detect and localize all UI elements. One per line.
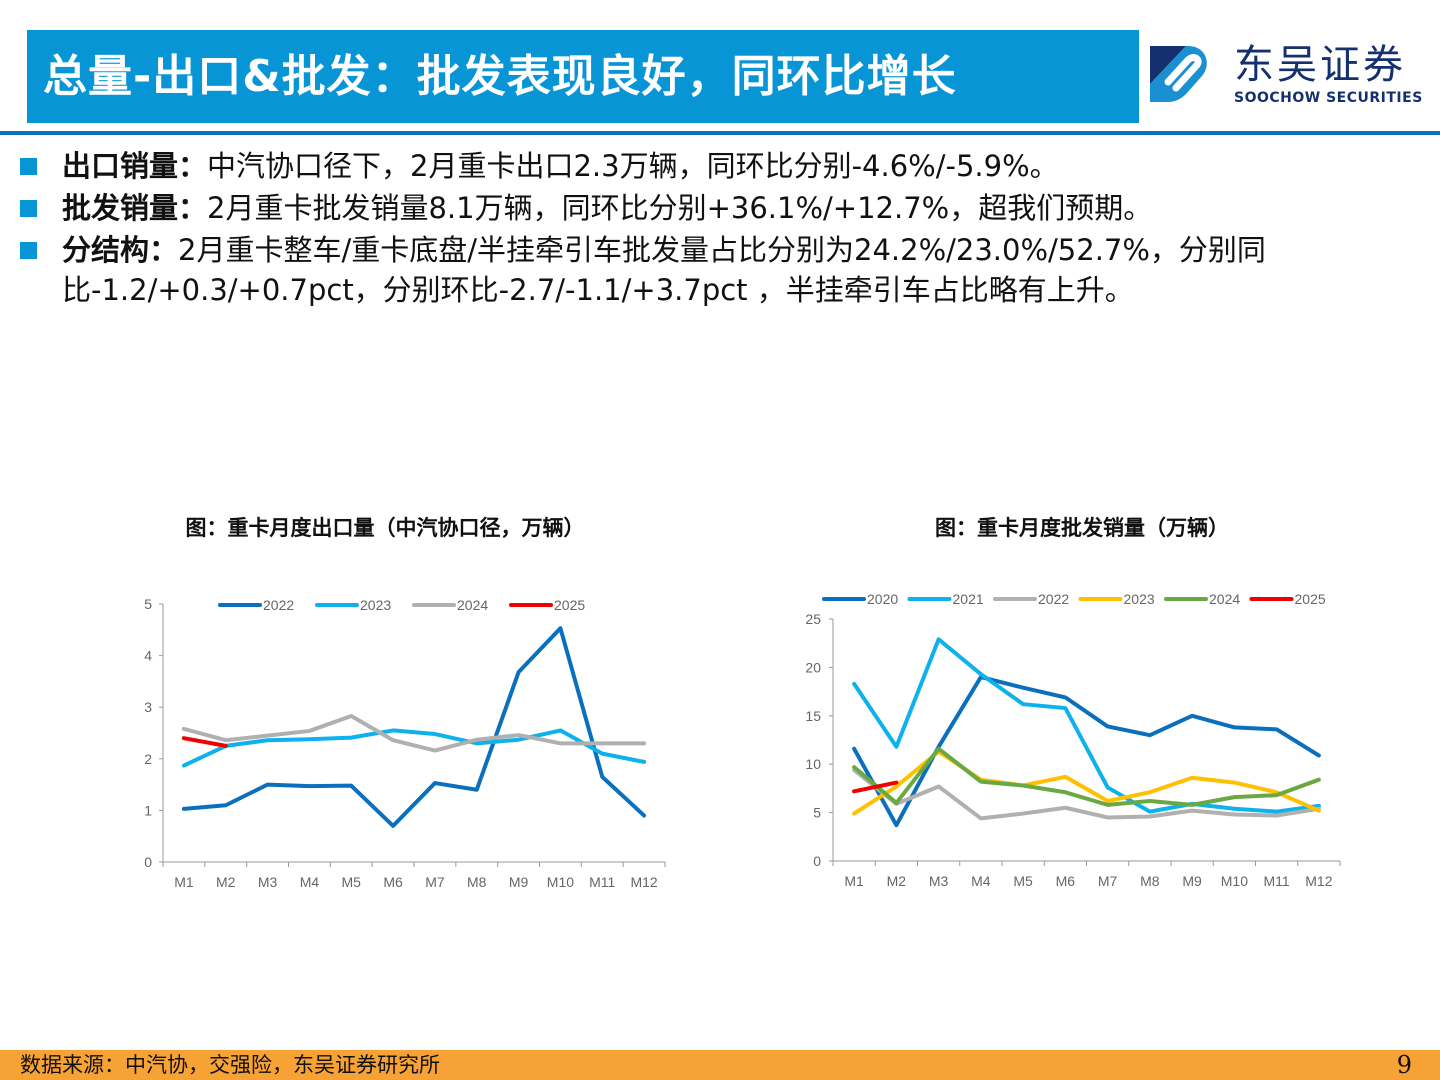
x-tick-label: M10 <box>547 874 574 890</box>
x-tick-label: M3 <box>929 873 949 889</box>
bullet-label: 分结构： <box>62 233 179 267</box>
legend-label-2024: 2024 <box>457 597 488 613</box>
x-tick-label: M6 <box>383 874 403 890</box>
bullet-label: 出口销量： <box>62 149 208 183</box>
x-tick-label: M7 <box>1098 873 1118 889</box>
bullet-text: 2月重卡批发销量8.1万辆，同环比分别+36.1%/+12.7%，超我们预期。 <box>207 191 1153 225</box>
data-source: 数据来源：中汽协，交强险，东吴证券研究所 <box>20 1053 440 1077</box>
y-tick-label: 1 <box>144 802 152 818</box>
legend-label-2022: 2022 <box>263 597 294 613</box>
y-tick-label: 5 <box>813 805 821 821</box>
soochow-logo-icon <box>1150 46 1207 102</box>
page-title: 总量-出口&批发：批发表现良好，同环比增长 <box>43 51 957 102</box>
y-tick-label: 0 <box>813 853 821 869</box>
title-banner: 总量-出口&批发：批发表现良好，同环比增长 <box>27 30 1139 123</box>
header-divider <box>0 131 1440 135</box>
x-tick-label: M9 <box>509 874 529 890</box>
footer-bar: 数据来源：中汽协，交强险，东吴证券研究所 9 <box>0 1050 1440 1080</box>
x-tick-label: M4 <box>971 873 991 889</box>
logo-chinese-text: 东吴证券 <box>1234 42 1406 88</box>
y-tick-label: 4 <box>144 648 152 664</box>
y-tick-label: 20 <box>805 659 821 675</box>
series-line-2023 <box>852 749 1321 816</box>
legend-label-2021: 2021 <box>953 591 984 607</box>
bullet-wholesale: 批发销量：2月重卡批发销量8.1万辆，同环比分别+36.1%/+12.7%，超我… <box>18 188 1418 228</box>
legend-label-2022: 2022 <box>1038 591 1069 607</box>
series-line-2021 <box>852 637 1321 814</box>
x-tick-label: M9 <box>1182 873 1202 889</box>
x-tick-label: M11 <box>589 874 615 890</box>
legend-label-2025: 2025 <box>1295 591 1326 607</box>
y-tick-label: 15 <box>805 708 821 724</box>
company-logo: 东吴证券 SOOCHOW SECURITIES <box>1150 44 1430 108</box>
series-line-2022 <box>181 626 647 828</box>
page-number: 9 <box>1396 1051 1412 1079</box>
chart-title-export: 图：重卡月度出口量（中汽协口径，万辆） <box>185 516 585 540</box>
y-tick-label: 3 <box>144 699 152 715</box>
x-tick-label: M7 <box>425 874 445 890</box>
logo-english-text: SOOCHOW SECURITIES <box>1234 90 1423 106</box>
legend-label-2025: 2025 <box>554 597 585 613</box>
series-line-2022 <box>852 768 1321 821</box>
y-tick-label: 2 <box>144 751 152 767</box>
bullet-label: 批发销量： <box>62 191 208 225</box>
legend-label-2023: 2023 <box>1124 591 1155 607</box>
series-line-2025 <box>852 780 899 794</box>
y-tick-label: 5 <box>144 596 152 612</box>
series-line-2024 <box>181 713 647 753</box>
legend-label-2023: 2023 <box>360 597 391 613</box>
x-tick-label: M5 <box>342 874 362 890</box>
series-line-2023 <box>181 728 647 768</box>
x-tick-label: M8 <box>467 874 487 890</box>
x-tick-label: M1 <box>844 873 864 889</box>
bullet-text: 2月重卡整车/重卡底盘/半挂牵引车批发量占比分别为24.2%/23.0%/52.… <box>62 233 1266 307</box>
bullet-structure: 分结构：2月重卡整车/重卡底盘/半挂牵引车批发量占比分别为24.2%/23.0%… <box>18 230 1418 310</box>
x-tick-label: M2 <box>216 874 236 890</box>
y-tick-label: 0 <box>144 854 152 870</box>
x-tick-label: M12 <box>630 874 657 890</box>
chart-title-wholesale: 图：重卡月度批发销量（万辆） <box>935 516 1229 540</box>
bullet-export: 出口销量：中汽协口径下，2月重卡出口2.3万辆，同环比分别-4.6%/-5.9%… <box>18 146 1418 186</box>
x-tick-label: M11 <box>1264 873 1290 889</box>
y-tick-label: 10 <box>805 756 821 772</box>
legend-label-2024: 2024 <box>1209 591 1240 607</box>
bullet-square-icon <box>20 158 37 175</box>
legend-label-2020: 2020 <box>867 591 898 607</box>
x-tick-label: M6 <box>1056 873 1076 889</box>
x-tick-label: M10 <box>1221 873 1248 889</box>
y-tick-label: 25 <box>805 611 821 627</box>
bullet-square-icon <box>20 200 37 217</box>
x-tick-label: M4 <box>300 874 320 890</box>
x-tick-label: M2 <box>887 873 907 889</box>
series-line-2024 <box>852 746 1321 807</box>
x-tick-label: M1 <box>174 874 194 890</box>
bullet-square-icon <box>20 242 37 259</box>
x-tick-label: M8 <box>1140 873 1160 889</box>
bullet-list: 出口销量：中汽协口径下，2月重卡出口2.3万辆，同环比分别-4.6%/-5.9%… <box>18 146 1418 312</box>
bullet-text: 中汽协口径下，2月重卡出口2.3万辆，同环比分别-4.6%/-5.9%。 <box>207 149 1059 183</box>
series-line-2025 <box>181 736 228 748</box>
x-tick-label: M12 <box>1305 873 1332 889</box>
x-tick-label: M3 <box>258 874 278 890</box>
x-tick-label: M5 <box>1013 873 1033 889</box>
